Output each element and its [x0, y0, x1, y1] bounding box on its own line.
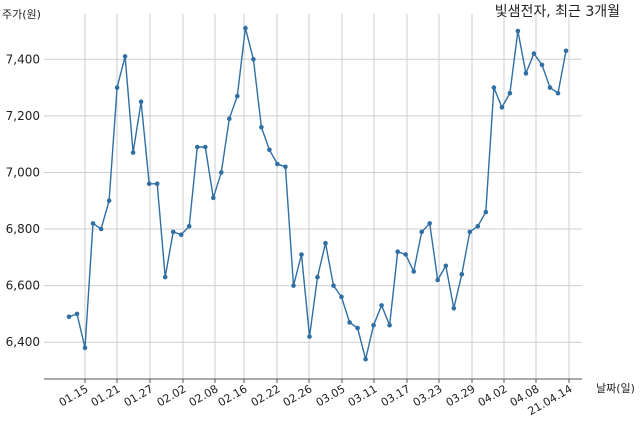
- x-axis-label: 날짜(일): [596, 381, 635, 395]
- grid: [44, 14, 582, 379]
- data-point: [315, 274, 320, 280]
- x-tick-label: 01.21: [89, 382, 123, 409]
- data-point: [459, 272, 465, 277]
- data-point: [371, 322, 376, 328]
- data-point: [307, 334, 312, 339]
- data-point: [563, 48, 569, 54]
- data-point: [291, 283, 296, 288]
- data-point: [483, 209, 489, 215]
- data-point: [114, 85, 120, 90]
- data-point: [355, 325, 360, 331]
- x-tick-label: 04.02: [476, 382, 510, 409]
- data-point: [515, 28, 521, 34]
- data-point: [323, 240, 328, 246]
- data-point: [523, 71, 529, 76]
- x-tick-label: 03.17: [379, 382, 413, 409]
- data-point: [178, 232, 184, 237]
- y-tick-label: 7,400: [6, 52, 40, 66]
- data-point: [435, 277, 441, 283]
- x-tick-label: 01.27: [122, 382, 156, 409]
- price-series: [66, 25, 569, 362]
- data-point: [491, 85, 497, 90]
- data-point: [419, 229, 425, 235]
- data-point: [82, 345, 88, 351]
- data-point: [130, 150, 136, 155]
- y-tick-label: 6,400: [6, 335, 40, 349]
- y-tick-label: 6,600: [6, 279, 40, 293]
- data-point: [499, 105, 505, 110]
- data-point: [275, 161, 280, 167]
- y-tick-label: 6,800: [6, 222, 40, 236]
- data-point: [395, 249, 401, 254]
- data-point: [467, 229, 473, 235]
- data-point: [106, 198, 112, 203]
- data-point: [331, 283, 336, 288]
- data-point: [122, 54, 128, 59]
- data-point: [443, 263, 449, 269]
- data-point: [267, 147, 272, 153]
- data-point: [363, 356, 368, 362]
- data-point: [98, 226, 104, 232]
- data-point: [283, 164, 288, 170]
- data-point: [339, 294, 344, 300]
- x-tick-label: 02.16: [216, 382, 250, 409]
- data-point: [195, 144, 200, 150]
- data-point: [154, 181, 160, 187]
- data-point: [227, 116, 232, 121]
- data-point: [162, 274, 168, 280]
- data-point: [66, 314, 72, 320]
- data-point: [403, 252, 409, 257]
- data-point: [539, 62, 545, 68]
- x-tick-label: 02.22: [249, 382, 283, 409]
- x-tick-label: 03.23: [411, 382, 445, 409]
- data-point: [90, 221, 96, 226]
- data-point: [211, 195, 216, 201]
- data-point: [251, 57, 256, 62]
- data-point: [555, 90, 561, 96]
- data-point: [146, 181, 152, 187]
- y-tick-label: 7,000: [6, 165, 40, 179]
- x-tick-label: 02.26: [281, 382, 315, 409]
- data-point: [138, 99, 144, 104]
- data-point: [299, 252, 304, 257]
- x-tick-label: 03.05: [314, 382, 348, 409]
- data-point: [203, 144, 208, 150]
- data-point: [186, 223, 192, 229]
- data-point: [243, 25, 248, 31]
- y-tick-label: 7,200: [6, 109, 40, 123]
- data-point: [235, 93, 240, 99]
- data-point: [170, 229, 176, 235]
- data-point: [387, 322, 392, 328]
- data-point: [74, 311, 80, 317]
- x-tick-label: 03.11: [346, 382, 380, 409]
- data-point: [259, 124, 264, 130]
- data-point: [219, 170, 224, 175]
- x-tick-label: 03.29: [444, 382, 478, 409]
- data-point: [347, 320, 352, 325]
- data-point: [507, 90, 513, 96]
- data-point: [547, 85, 553, 90]
- data-point: [531, 51, 537, 56]
- x-tick-label: 01.15: [57, 382, 91, 409]
- x-tick-label: 02.02: [155, 382, 189, 409]
- data-point: [475, 223, 481, 229]
- data-point: [379, 303, 384, 308]
- series-line: [68, 27, 567, 360]
- data-point: [451, 306, 457, 311]
- y-axis-label: 주가(원): [2, 8, 41, 21]
- data-point: [411, 269, 417, 274]
- data-point: [427, 221, 433, 226]
- x-tick-label: 02.08: [187, 382, 221, 409]
- chart-title: 빛샘전자, 최근 3개월: [495, 4, 620, 20]
